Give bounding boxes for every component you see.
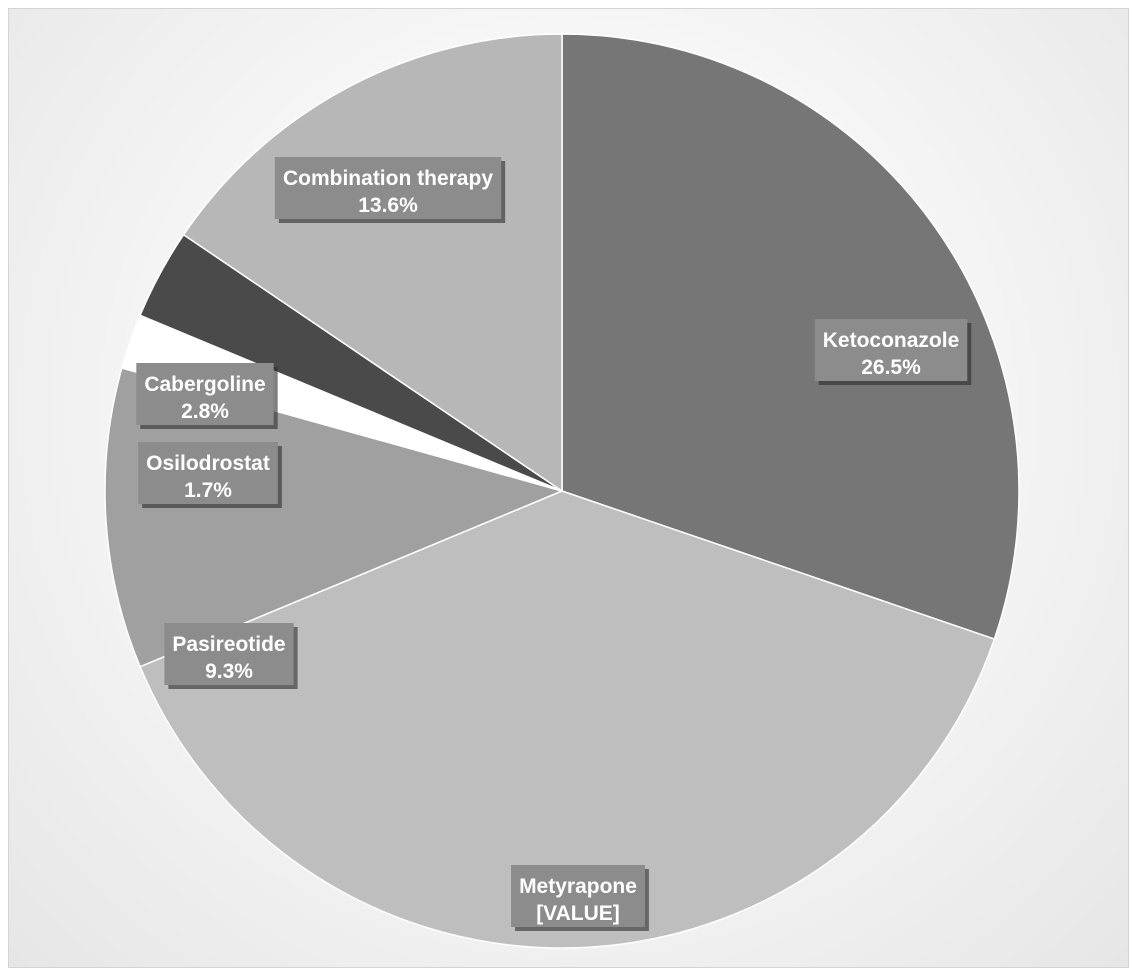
data-label-box (136, 363, 274, 425)
data-label-value: 9.3% (205, 660, 253, 683)
pie-labels: Ketoconazole 26.5% Metyrapone [VALUE] Pasire… (136, 157, 972, 931)
data-label-name: Pasireotide (172, 633, 285, 656)
pie-slice-combination-therapy (182, 33, 563, 493)
data-label-cabergoline: Cabergoline 2.8% (136, 363, 278, 429)
data-label-name: Combination therapy (283, 167, 493, 190)
data-label-box (511, 865, 645, 927)
data-label-box (138, 442, 278, 504)
data-label-value: 26.5% (861, 356, 921, 379)
data-label-name: Cabergoline (144, 373, 265, 396)
data-label-box (814, 319, 968, 381)
data-label-pasireotide: Pasireotide 9.3% (164, 623, 298, 689)
data-label-value: 2.8% (181, 400, 229, 423)
data-label-box (164, 623, 294, 685)
data-label-combination-therapy: Combination therapy 13.6% (274, 157, 506, 223)
data-label-name: Metyrapone (519, 875, 637, 898)
data-label-ketoconazole: Ketoconazole 26.5% (814, 319, 972, 385)
data-label-name: Osilodrostat (146, 452, 270, 475)
pie-slice-ketoconazole (561, 33, 1020, 641)
data-label-value: 13.6% (358, 194, 418, 217)
data-label-osilodrostat: Osilodrostat 1.7% (138, 442, 282, 508)
pie-slice-metyrapone (139, 490, 996, 949)
data-label-value: 1.7% (184, 479, 232, 502)
data-label-metyrapone: Metyrapone [VALUE] (511, 865, 649, 931)
data-label-box (274, 157, 502, 219)
data-label-name: Ketoconazole (823, 329, 960, 352)
data-label-value: [VALUE] (536, 902, 620, 925)
